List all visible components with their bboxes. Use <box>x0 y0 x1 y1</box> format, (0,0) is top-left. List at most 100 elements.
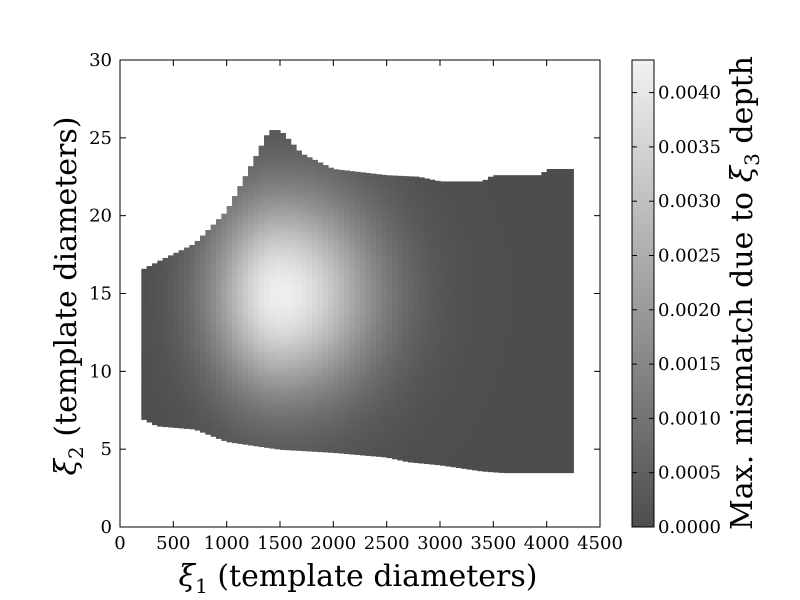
heatmap-cell <box>381 406 388 411</box>
heatmap-cell <box>477 336 484 341</box>
heatmap-cell <box>221 309 228 314</box>
heatmap-cell <box>301 176 308 182</box>
heatmap-cell <box>424 262 430 267</box>
heatmap-cell <box>514 363 521 369</box>
heatmap-cell <box>461 414 468 419</box>
heatmap-cell <box>178 285 185 291</box>
heatmap-cell <box>466 398 473 404</box>
heatmap-cell <box>461 293 468 298</box>
heatmap-cell <box>408 250 414 256</box>
heatmap-cell <box>482 383 489 388</box>
heatmap-cell <box>450 355 457 361</box>
heatmap-cell <box>445 445 452 450</box>
heatmap-cell <box>392 196 398 201</box>
heatmap-cell <box>456 289 462 295</box>
heatmap-cell <box>328 347 334 353</box>
heatmap-cell <box>189 394 196 400</box>
heatmap-cell <box>381 312 388 318</box>
heatmap-cell <box>162 390 169 396</box>
heatmap-cell <box>461 363 468 369</box>
heatmap-cell <box>285 207 292 213</box>
heatmap-cell <box>184 293 190 298</box>
heatmap-cell <box>312 324 318 330</box>
heatmap-cell <box>152 336 158 341</box>
heatmap-cell <box>274 351 281 357</box>
heatmap-cell <box>274 433 281 439</box>
heatmap-cell <box>322 258 329 263</box>
heatmap-cell <box>274 172 281 178</box>
heatmap-cell <box>141 344 148 349</box>
heatmap-cell <box>221 231 228 236</box>
heatmap-cell <box>360 445 366 450</box>
heatmap-cell <box>413 176 420 182</box>
heatmap-cell <box>237 340 244 345</box>
heatmap-cell <box>221 383 228 388</box>
heatmap-cell <box>472 375 478 380</box>
heatmap-cell <box>509 215 516 221</box>
heatmap-cell <box>264 289 270 295</box>
heatmap-cell <box>290 414 297 419</box>
heatmap-cell <box>226 289 233 295</box>
heatmap-cell <box>520 192 526 197</box>
heatmap-cell <box>141 281 148 287</box>
heatmap-cell <box>514 188 521 193</box>
heatmap-cell <box>365 437 372 442</box>
heatmap-cell <box>189 316 196 322</box>
heatmap-cell <box>354 402 361 407</box>
heatmap-cell <box>445 297 452 302</box>
heatmap-cell <box>498 203 505 209</box>
heatmap-cell <box>258 324 265 330</box>
heatmap-cell <box>461 312 468 318</box>
heatmap-cell <box>450 215 457 221</box>
heatmap-cell <box>173 375 180 380</box>
heatmap-cell <box>237 386 244 392</box>
heatmap-cell <box>386 312 393 318</box>
heatmap-cell <box>338 200 345 205</box>
heatmap-cell <box>301 429 308 435</box>
heatmap-cell <box>408 363 414 369</box>
heatmap-cell <box>418 394 425 400</box>
heatmap-cell <box>477 274 484 279</box>
heatmap-cell <box>456 437 462 442</box>
heatmap-cell <box>338 293 345 298</box>
heatmap-cell <box>312 433 318 439</box>
heatmap-cell <box>216 270 222 275</box>
heatmap-cell <box>178 390 185 396</box>
heatmap-cell <box>258 437 265 442</box>
heatmap-cell <box>445 277 452 283</box>
heatmap-cell <box>461 277 468 283</box>
heatmap-cell <box>338 340 345 345</box>
heatmap-cell <box>205 328 212 334</box>
heatmap-cell <box>146 386 153 392</box>
heatmap-cell <box>253 316 260 322</box>
heatmap-cell <box>472 460 478 466</box>
heatmap-cell <box>146 328 153 334</box>
heatmap-cell <box>258 375 265 380</box>
heatmap-cell <box>301 371 308 376</box>
heatmap-cell <box>333 437 340 442</box>
heatmap-cell <box>338 394 345 400</box>
heatmap-cell <box>232 196 238 197</box>
heatmap-cell <box>301 312 308 318</box>
heatmap-cell <box>456 363 462 369</box>
heatmap-cell <box>349 200 356 205</box>
heatmap-cell <box>440 425 446 431</box>
heatmap-cell <box>285 180 292 186</box>
heatmap-cell <box>280 223 286 228</box>
heatmap-cell <box>434 433 441 439</box>
heatmap-cell <box>322 184 329 190</box>
heatmap-cell <box>488 445 494 450</box>
heatmap-cell <box>317 277 324 283</box>
heatmap-cell <box>184 301 190 306</box>
heatmap-cell <box>386 175 393 178</box>
heatmap-cell <box>184 297 190 302</box>
heatmap-cell <box>504 258 510 263</box>
heatmap-cell <box>210 258 217 263</box>
heatmap-cell <box>178 421 185 427</box>
heatmap-cell <box>488 468 494 473</box>
heatmap-cell <box>397 363 404 369</box>
heatmap-cell <box>472 414 478 419</box>
heatmap-cell <box>232 425 238 431</box>
heatmap-cell <box>317 281 324 287</box>
heatmap-cell <box>365 328 372 334</box>
